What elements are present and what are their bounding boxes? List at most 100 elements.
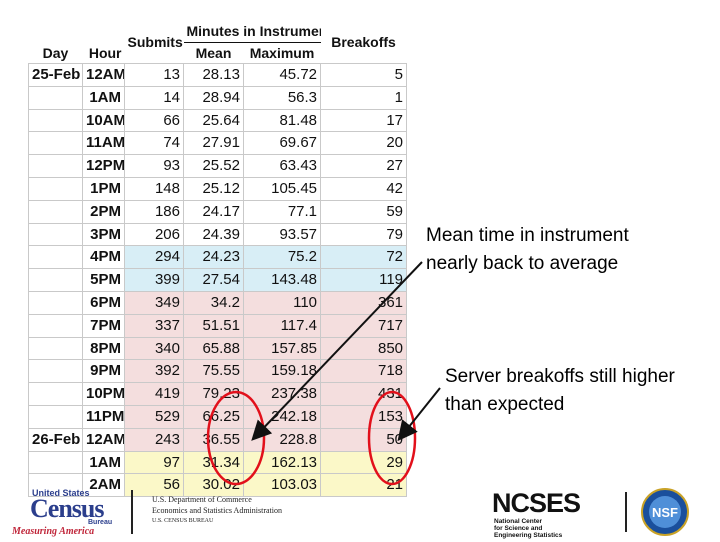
mean-cell: 25.64 xyxy=(183,108,244,133)
hour-cell: 11AM xyxy=(82,131,125,156)
ncses-logo: NCSES National Center for Science and En… xyxy=(492,488,612,539)
mean-circle xyxy=(206,390,266,486)
day-cell xyxy=(28,450,83,475)
table-row: 25-Feb 12AM 13 28.13 45.72 5 xyxy=(28,63,408,87)
table-row: 7PM 337 51.51 117.4 717 xyxy=(28,313,408,338)
day-cell xyxy=(28,359,83,384)
day-cell xyxy=(28,85,83,110)
submits-cell: 186 xyxy=(124,199,184,224)
breakoff-table: Submits Minutes in Instrument Breakoffs … xyxy=(28,20,408,498)
breakoffs-cell: 850 xyxy=(320,336,408,361)
day-cell xyxy=(28,268,83,292)
census-logo: United States Census Bureau Measuring Am… xyxy=(12,488,122,538)
breakoffs-cell: 431 xyxy=(320,382,408,406)
day-cell xyxy=(28,222,83,247)
header-hour: Hour xyxy=(88,44,122,61)
maximum-cell: 77.1 xyxy=(242,199,322,224)
mean-note: Mean time in instrument nearly back to a… xyxy=(426,222,629,278)
maximum-cell: 110 xyxy=(242,290,322,315)
mean-cell: 30.02 xyxy=(183,473,244,498)
breakoff-arrow xyxy=(397,387,441,442)
ncses-text: NCSES xyxy=(492,488,581,518)
hour-cell: 1AM xyxy=(82,85,125,110)
submits-cell: 337 xyxy=(124,313,184,338)
mean-cell: 79.23 xyxy=(183,382,244,406)
mean-cell: 34.2 xyxy=(183,290,244,315)
table-row: 9PM 392 75.55 159.18 718 xyxy=(28,359,408,384)
ncses-sub3: Engineering Statistics xyxy=(494,532,563,539)
breakoffs-cell: 17 xyxy=(320,108,408,133)
census-bureau-text: Bureau xyxy=(88,519,113,526)
hour-cell: 2PM xyxy=(82,199,125,224)
table-row: 6PM 349 34.2 110 361 xyxy=(28,290,408,315)
maximum-cell: 117.4 xyxy=(242,313,322,338)
nsf-logo: NSF xyxy=(640,487,690,537)
submits-cell: 148 xyxy=(124,176,184,201)
day-cell xyxy=(28,154,83,178)
mean-arrow xyxy=(251,261,423,441)
census-top-text: United States xyxy=(32,488,90,498)
commerce-text: U.S. Department of Commerce Economics an… xyxy=(152,494,282,527)
table-row: 2PM 186 24.17 77.1 59 xyxy=(28,199,408,224)
table-row: 8PM 340 65.88 157.85 850 xyxy=(28,336,408,361)
maximum-cell: 143.48 xyxy=(242,268,322,292)
breakoff-note: Server breakoffs still higher than expec… xyxy=(445,363,675,419)
census-tagline: Measuring America xyxy=(12,526,95,537)
table-row: 5PM 399 27.54 143.48 119 xyxy=(28,268,408,292)
maximum-cell: 159.18 xyxy=(242,359,322,384)
submits-cell: 93 xyxy=(124,154,184,178)
day-cell xyxy=(28,473,83,498)
header-maximum: Maximum xyxy=(249,45,315,61)
commerce-line3: U.S. CENSUS BUREAU xyxy=(152,518,214,524)
mean-cell: 25.12 xyxy=(183,176,244,201)
breakoffs-cell: 718 xyxy=(320,359,408,384)
header-row-2: Day Hour Mean Maximum xyxy=(29,43,407,64)
header-mean: Mean xyxy=(195,45,232,61)
submits-cell: 56 xyxy=(124,473,184,498)
data-table-wrapper: Submits Minutes in Instrument Breakoffs … xyxy=(28,20,408,498)
submits-cell: 294 xyxy=(124,245,184,270)
ncses-sub2: for Science and xyxy=(494,525,543,532)
mean-cell: 27.91 xyxy=(183,131,244,156)
ncses-subtitle: National Center for Science and Engineer… xyxy=(494,518,562,539)
mean-note-line1: Mean time in instrument xyxy=(426,225,629,246)
commerce-line2: Economics and Statistics Administration xyxy=(152,506,282,515)
hour-cell: 10PM xyxy=(82,382,125,406)
hour-cell: 9PM xyxy=(82,359,125,384)
maximum-cell: 75.2 xyxy=(242,245,322,270)
header-breakoffs: Breakoffs xyxy=(331,33,396,50)
breakoffs-cell: 5 xyxy=(320,63,408,87)
table-row: 11PM 529 66.25 242.18 153 xyxy=(28,404,408,429)
mean-cell: 65.88 xyxy=(183,336,244,361)
hour-cell: 10AM xyxy=(82,108,125,133)
mean-cell: 27.54 xyxy=(183,268,244,292)
day-cell xyxy=(28,336,83,361)
mean-cell: 24.23 xyxy=(183,245,244,270)
mean-cell: 36.55 xyxy=(183,427,244,452)
maximum-cell: 63.43 xyxy=(242,154,322,178)
day-cell xyxy=(28,199,83,224)
breakoff-note-line1: Server breakoffs still higher xyxy=(445,366,675,387)
hour-cell: 12PM xyxy=(82,154,125,178)
table-row: 1AM 97 31.34 162.13 29 xyxy=(28,450,408,475)
nsf-text: NSF xyxy=(652,505,678,520)
submits-cell: 66 xyxy=(124,108,184,133)
hour-cell: 7PM xyxy=(82,313,125,338)
maximum-cell: 103.03 xyxy=(242,473,322,498)
hour-cell: 11PM xyxy=(82,404,125,429)
hour-cell: 1PM xyxy=(82,176,125,201)
breakoff-note-line2: than expected xyxy=(445,394,565,415)
breakoffs-cell: 1 xyxy=(320,85,408,110)
commerce-line1: U.S. Department of Commerce xyxy=(152,495,252,504)
maximum-cell: 237.38 xyxy=(242,382,322,406)
breakoffs-cell: 29 xyxy=(320,450,408,475)
mean-note-line2: nearly back to average xyxy=(426,253,619,274)
submits-cell: 529 xyxy=(124,404,184,429)
mean-cell: 28.13 xyxy=(183,63,244,87)
table-row: 10PM 419 79.23 237.38 431 xyxy=(28,382,408,406)
header-row-1: Submits Minutes in Instrument Breakoffs xyxy=(29,20,407,50)
table-row: 10AM 66 25.64 81.48 17 xyxy=(28,108,408,133)
day-cell xyxy=(28,404,83,429)
hour-cell: 12AM xyxy=(82,63,125,87)
hour-cell: 2AM xyxy=(82,473,125,498)
